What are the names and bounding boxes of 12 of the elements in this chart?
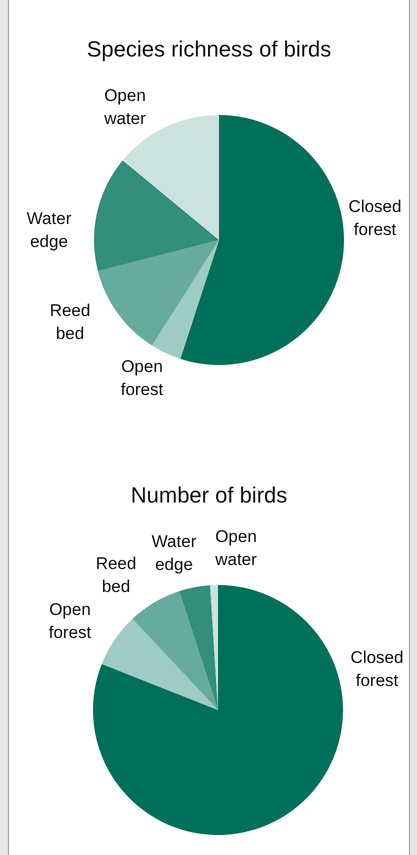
slice-label: Water edge	[26, 209, 72, 251]
slice-label: Water edge	[152, 532, 197, 574]
slice-label: Closed forest	[350, 648, 404, 690]
chart-title: Number of birds	[130, 482, 288, 508]
slice-label: Open water	[103, 86, 146, 128]
chart-title: Species richness of birds	[86, 36, 332, 62]
slice-label: Reed bed	[96, 554, 136, 596]
slice-label: Open forest	[120, 357, 164, 399]
slice-label: Reed bed	[50, 301, 90, 343]
slice-label: Closed forest	[348, 197, 402, 239]
slice-label: Open water	[214, 527, 258, 569]
slice-label: Open forest	[48, 600, 92, 642]
